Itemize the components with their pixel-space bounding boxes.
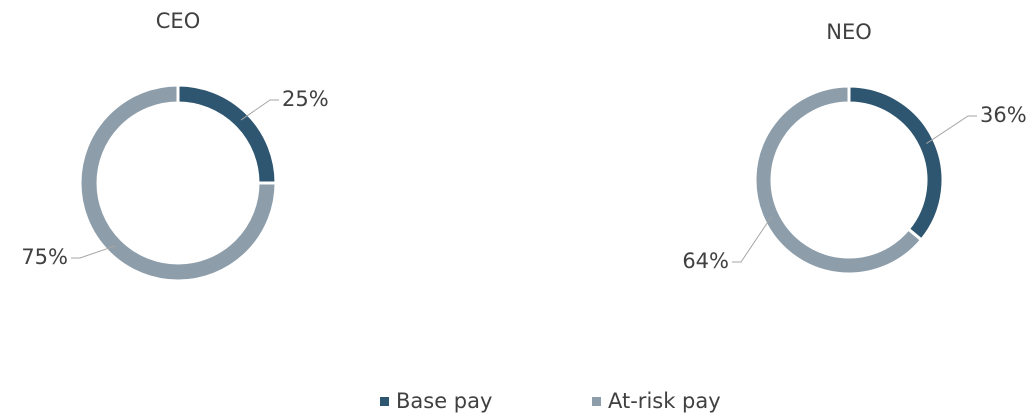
chart-title: CEO xyxy=(156,9,200,33)
chart-title: NEO xyxy=(826,20,872,44)
legend-swatch xyxy=(380,397,389,406)
data-label: 64% xyxy=(682,249,729,273)
data-label: 36% xyxy=(980,103,1027,127)
leader-line xyxy=(926,115,977,145)
data-label: 75% xyxy=(21,245,68,269)
donut-slice xyxy=(78,83,278,283)
leader-line xyxy=(732,216,773,263)
data-label: 25% xyxy=(282,87,329,111)
donut-slice xyxy=(847,84,945,243)
leader-line xyxy=(71,245,116,259)
leader-line xyxy=(240,99,279,121)
donut-slice xyxy=(176,83,278,185)
legend-label: Base pay xyxy=(396,389,492,413)
donut-slice xyxy=(753,84,924,276)
legend-label: At-risk pay xyxy=(608,389,721,413)
legend-swatch xyxy=(592,397,601,406)
